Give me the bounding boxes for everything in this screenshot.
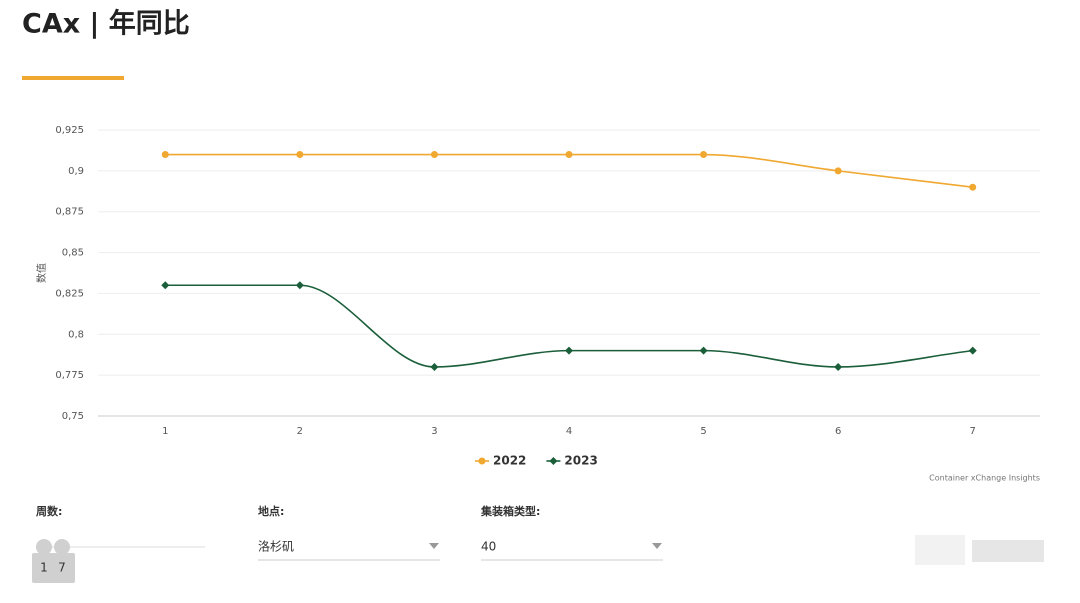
plot: 0,75 0,775 0,8 0,825 0,85 0,875 0,9 0,925 1 2 3 4 5 6… <box>55 125 1040 437</box>
point <box>700 151 708 159</box>
point <box>969 183 977 191</box>
point <box>478 457 486 465</box>
slider-value-box <box>32 553 75 583</box>
y-tick-label: 0,75 <box>62 411 84 422</box>
y-tick-label: 0,8 <box>68 329 84 340</box>
location-select[interactable]: 洛杉矶 <box>258 539 440 561</box>
y-tick-label: 0,875 <box>55 207 84 218</box>
y-tick-label: 0,775 <box>55 370 84 381</box>
x-tick-label: 5 <box>700 426 706 437</box>
page-title: CAx | 年同比 <box>22 8 190 40</box>
slider-thumb[interactable] <box>54 539 70 555</box>
point <box>430 362 439 371</box>
point <box>295 281 304 290</box>
point <box>968 346 977 355</box>
point <box>565 151 573 159</box>
control-label: 周数: <box>36 504 62 518</box>
x-tick-label: 7 <box>970 426 976 437</box>
dropdown-arrow <box>429 543 439 549</box>
x-tick-label: 4 <box>566 426 572 437</box>
y-tick-label: 0,925 <box>55 125 84 136</box>
point <box>834 362 843 371</box>
slider-max: 7 <box>58 561 66 575</box>
point <box>430 151 438 159</box>
legend: 2022 2023 <box>475 454 598 468</box>
y-axis-label: 数值 <box>35 263 48 283</box>
point <box>296 151 304 159</box>
slider-thumb[interactable] <box>36 539 52 555</box>
y-tick-label: 0,825 <box>55 288 84 299</box>
point <box>834 167 842 175</box>
x-tick-label: 3 <box>431 426 437 437</box>
select-value: 洛杉矶 <box>258 539 294 554</box>
blurred-logo <box>915 535 965 565</box>
x-tick-label: 6 <box>835 426 841 437</box>
source: Container xChange Insights <box>929 474 1040 483</box>
slider-min: 1 <box>40 561 48 575</box>
point <box>549 457 558 465</box>
y-tick-label: 0,9 <box>68 166 84 177</box>
select-value: 40 <box>481 540 496 554</box>
y-tick-label: 0,85 <box>62 248 84 259</box>
point <box>161 151 169 159</box>
point <box>565 346 573 355</box>
control-label: 地点: <box>258 504 284 518</box>
series-line <box>165 284 973 368</box>
x-tick-label: 2 <box>297 426 303 437</box>
x-tick-label: 1 <box>162 426 168 437</box>
control-label: 集装箱类型: <box>480 504 540 518</box>
legend-label: 2023 <box>564 454 597 468</box>
legend-label: 2022 <box>493 454 526 468</box>
container-select[interactable]: 40 <box>481 540 663 561</box>
dropdown-arrow <box>652 543 662 549</box>
title-underline <box>22 76 124 80</box>
point <box>699 346 708 355</box>
point <box>161 281 170 290</box>
blurred-logo <box>972 540 1044 562</box>
